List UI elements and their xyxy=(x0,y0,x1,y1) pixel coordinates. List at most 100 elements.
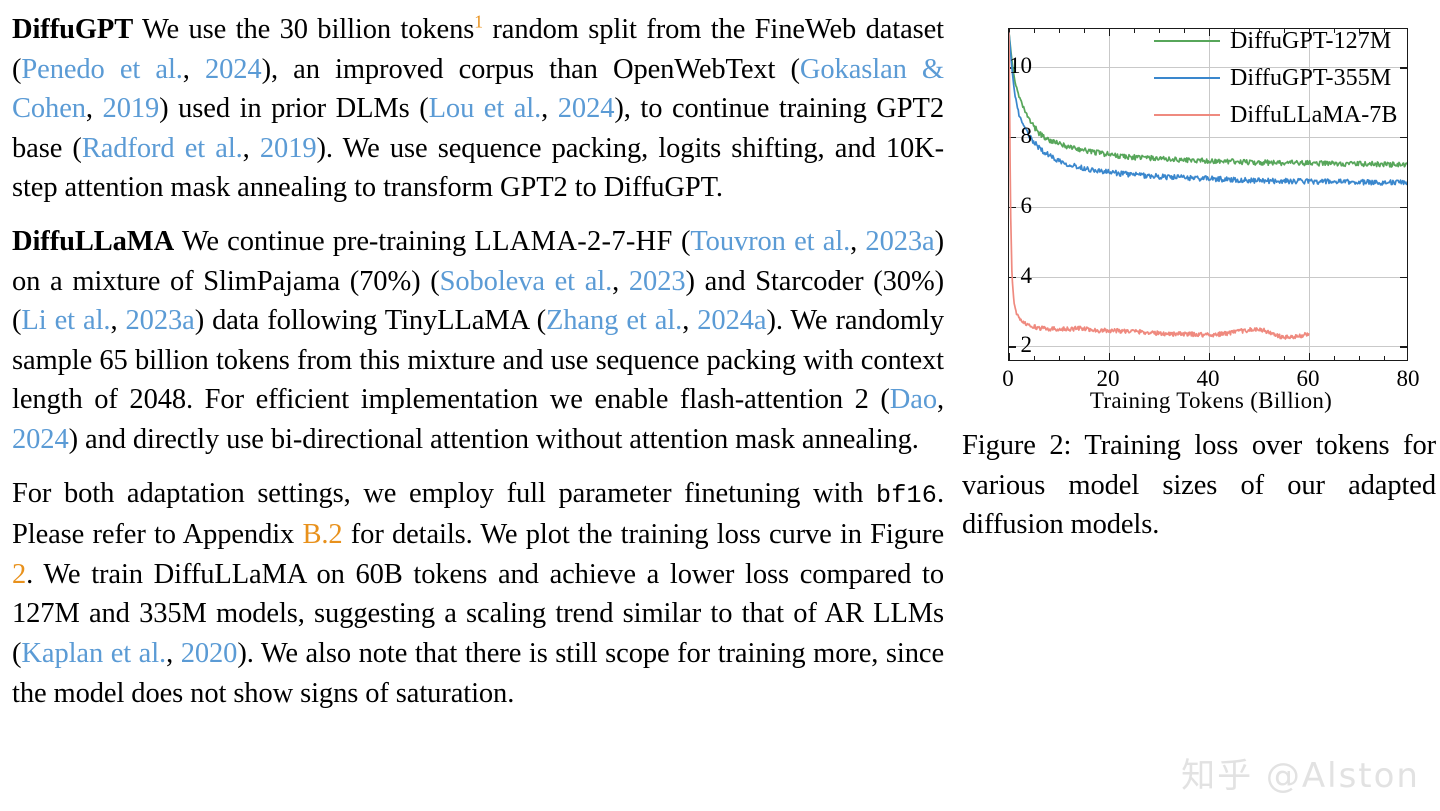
chart-tick-mark xyxy=(1400,276,1407,278)
chart-tick-mark-minor xyxy=(1159,29,1161,33)
chart-tick-mark-minor xyxy=(1359,29,1361,33)
chart-tick-mark-minor xyxy=(1384,356,1386,360)
chart-tick-mark xyxy=(1009,137,1016,139)
chart-tick-mark xyxy=(1400,67,1407,69)
chart-tick-mark-minor xyxy=(1234,29,1236,33)
chart-tick-mark-minor xyxy=(1234,356,1236,360)
chart-series-layer xyxy=(1009,32,1407,340)
chart-y-tick-label: 6 xyxy=(1020,192,1033,218)
citation-link[interactable]: 2024 xyxy=(204,53,262,85)
text-column: DiffuGPT We use the 30 billion tokens1 r… xyxy=(12,10,954,811)
chart-x-tick-label: 60 xyxy=(1296,366,1320,391)
chart-gridline-horizontal xyxy=(1009,276,1407,278)
chart-tick-mark xyxy=(1109,29,1111,36)
chart-gridline-horizontal xyxy=(1009,206,1407,208)
chart-tick-mark-minor xyxy=(1334,356,1336,360)
chart-tick-mark xyxy=(1309,353,1311,360)
chart-tick-mark-minor xyxy=(1284,356,1286,360)
chart-y-tick-label: 4 xyxy=(1020,262,1033,288)
chart-x-tick-label: 20 xyxy=(1096,366,1120,391)
chart-tick-mark-minor xyxy=(1059,29,1061,33)
cross-reference-link[interactable]: B.2 xyxy=(302,519,343,551)
chart-tick-mark xyxy=(1400,346,1407,348)
chart-tick-mark xyxy=(1009,353,1011,360)
chart-tick-mark-minor xyxy=(1359,356,1361,360)
chart-tick-mark xyxy=(1400,206,1407,209)
citation-link[interactable]: Gokaslan & Cohen xyxy=(12,53,944,125)
chart-tick-mark-minor xyxy=(1134,29,1136,33)
chart-tick-mark-minor xyxy=(1059,356,1061,360)
citation-link[interactable]: Li et al. xyxy=(21,305,111,337)
chart-tick-mark-minor xyxy=(1034,356,1036,360)
chart-tick-mark-minor xyxy=(1159,356,1161,360)
chart-legend-label: DiffuGPT-355M xyxy=(1230,64,1392,91)
citation-link[interactable]: 2020 xyxy=(180,637,238,669)
citation-link[interactable]: 2023a xyxy=(865,225,935,257)
citation-link[interactable]: 2019 xyxy=(102,93,160,125)
chart-legend-item: DiffuGPT-355M xyxy=(1154,61,1398,95)
citation-link[interactable]: 2019 xyxy=(259,132,317,164)
citation-link[interactable]: Dao xyxy=(889,384,937,416)
citation-link[interactable]: Lou et al. xyxy=(428,93,542,125)
chart-tick-mark-minor xyxy=(1184,356,1186,360)
chart-tick-mark-minor xyxy=(1334,29,1336,33)
chart-legend-swatch xyxy=(1154,113,1220,117)
chart-tick-mark-minor xyxy=(1259,29,1261,33)
cross-reference-link[interactable]: 2 xyxy=(12,558,27,590)
paragraph-lead-in: DiffuLLaMA xyxy=(12,225,175,257)
chart-y-tick-label: 2 xyxy=(1020,332,1033,358)
chart-tick-mark xyxy=(1209,353,1211,360)
chart-gridline-horizontal xyxy=(1009,137,1407,139)
chart-tick-mark-minor xyxy=(1034,29,1036,33)
chart-legend-item: DiffuGPT-127M xyxy=(1154,24,1398,58)
chart-tick-mark xyxy=(1209,29,1211,36)
chart-tick-mark-minor xyxy=(1084,356,1086,360)
figure-caption: Figure 2: Training loss over tokens for … xyxy=(962,430,1436,541)
chart-gridline-vertical xyxy=(1209,29,1210,360)
chart-series-line xyxy=(1009,32,1407,168)
chart-x-tick-label: 80 xyxy=(1396,366,1420,391)
chart-legend-label: DiffuGPT-127M xyxy=(1230,27,1392,54)
citation-link[interactable]: 2023 xyxy=(628,265,686,297)
chart-x-tick-label: 40 xyxy=(1196,366,1220,391)
chart-series-line xyxy=(1009,32,1310,340)
chart-x-axis-label: Training Tokens (Billion) xyxy=(1089,388,1333,413)
citation-link[interactable]: Radford et al. xyxy=(81,132,243,164)
citation-link[interactable]: Kaplan et al. xyxy=(21,637,167,669)
paragraph-diffullama: DiffuLLaMA We continue pre-training LLAM… xyxy=(12,225,944,455)
watermark-text: 知乎 @Alston xyxy=(1181,756,1420,796)
chart-tick-mark xyxy=(1009,206,1016,209)
chart-tick-mark xyxy=(1109,353,1111,360)
citation-link[interactable]: 2024 xyxy=(557,93,615,125)
chart-legend-item: DiffuLLaMA-7B xyxy=(1154,98,1398,132)
citation-link[interactable]: 2024 xyxy=(12,423,69,455)
citation-link[interactable]: Zhang et al. xyxy=(545,305,683,337)
chart-plot-area xyxy=(1008,28,1408,361)
chart-gridline-vertical xyxy=(1109,29,1110,360)
citation-link[interactable]: Touvron et al. xyxy=(690,225,851,257)
chart-tick-mark-minor xyxy=(1384,29,1386,33)
citation-link[interactable]: Soboleva et al. xyxy=(439,265,613,297)
chart-gridline-vertical xyxy=(1309,29,1310,360)
citation-link[interactable]: 2023a xyxy=(125,305,195,337)
chart-tick-mark-minor xyxy=(1259,356,1261,360)
model-name-smallcaps: LLAMA-2-7-HF xyxy=(474,225,673,257)
chart-legend-swatch xyxy=(1154,76,1220,80)
code-text: bf16 xyxy=(875,480,937,510)
chart-tick-mark-minor xyxy=(1184,29,1186,33)
footnote-marker[interactable]: 1 xyxy=(474,11,483,32)
chart-legend-swatch xyxy=(1154,39,1220,43)
citation-link[interactable]: Penedo et al. xyxy=(21,53,183,85)
chart-tick-mark xyxy=(1009,346,1016,348)
chart-y-tick-label: 8 xyxy=(1020,123,1033,149)
chart-tick-mark-minor xyxy=(1284,29,1286,33)
chart-tick-mark-minor xyxy=(1084,29,1086,33)
chart-tick-mark xyxy=(1309,29,1311,36)
paragraph-lead-in: DiffuGPT xyxy=(12,14,134,45)
chart-tick-mark-minor xyxy=(1134,356,1136,360)
chart-tick-mark xyxy=(1400,137,1407,139)
citation-link[interactable]: 2024a xyxy=(697,305,767,337)
